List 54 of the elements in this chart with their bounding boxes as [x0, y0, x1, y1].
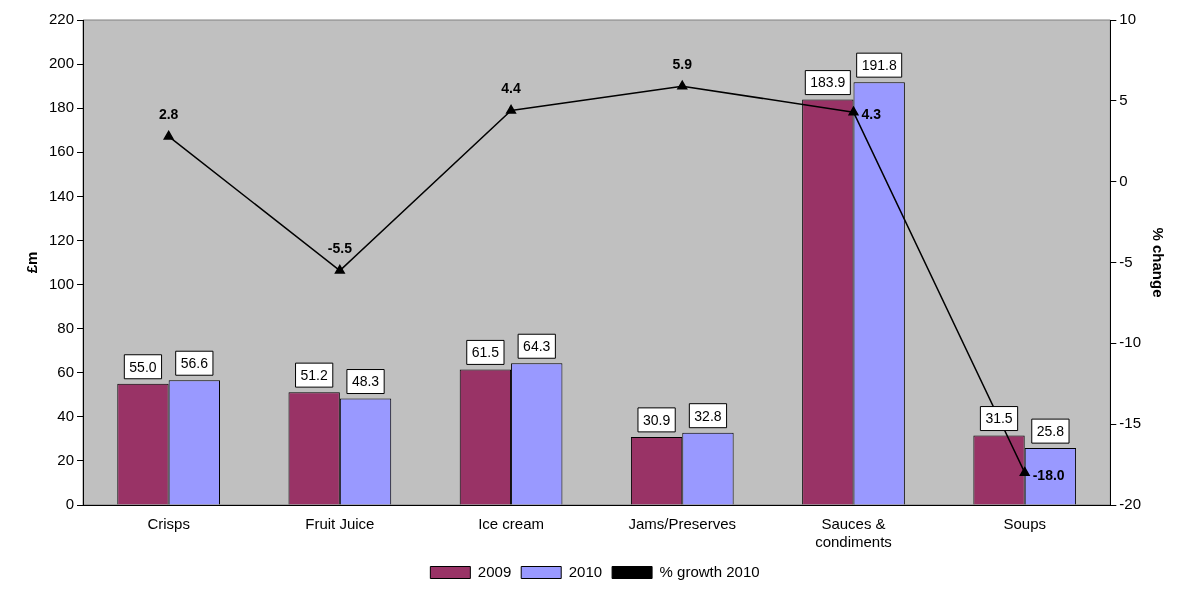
- data-label: 51.2: [300, 366, 328, 383]
- point: [163, 130, 174, 140]
- y-tick-label: 220: [49, 10, 75, 28]
- data-label: 56.6: [180, 355, 209, 372]
- data-label: 183.9: [810, 74, 846, 91]
- y2-tick-label: -10: [1119, 333, 1142, 351]
- y-tick-label: 120: [49, 230, 75, 248]
- y2-tick-label: 0: [1119, 171, 1128, 189]
- data-label: 31.5: [985, 410, 1013, 427]
- point: [848, 106, 859, 116]
- legend-label: % growth 2010: [659, 562, 760, 580]
- data-label: 2.8: [158, 106, 179, 123]
- y-tick-label: 60: [57, 362, 75, 380]
- x-tick-label: Ice cream: [478, 515, 544, 533]
- y-tick-label: 180: [49, 98, 75, 116]
- legend-label: 2009: [477, 562, 512, 580]
- point: [677, 80, 688, 90]
- y2-tick-label: -20: [1119, 495, 1142, 513]
- y-tick-label: 40: [57, 406, 75, 424]
- y2-tick-label: -5: [1119, 252, 1133, 270]
- x-tick-label: Jams/Preserves: [628, 515, 737, 533]
- y-tick-label: 140: [49, 186, 75, 204]
- point: [334, 264, 345, 274]
- data-label: 61.5: [471, 344, 500, 361]
- legend-label: 2010: [568, 562, 603, 580]
- y-tick-label: 160: [49, 142, 75, 160]
- data-label: 191.8: [861, 57, 897, 74]
- x-tick-label: Sauces & condiments: [815, 515, 892, 551]
- y-tick-label: 200: [49, 54, 75, 72]
- x-tick-label: Crisps: [147, 515, 190, 533]
- data-label: 55.0: [129, 358, 157, 375]
- y-tick-label: 80: [57, 318, 75, 336]
- data-label: 64.3: [523, 338, 551, 355]
- data-label: -18.0: [1032, 466, 1065, 483]
- y2-tick-label: -15: [1119, 414, 1142, 432]
- data-label: 4.4: [501, 80, 522, 97]
- data-label: 4.3: [861, 106, 882, 123]
- point: [505, 104, 517, 114]
- x-tick-label: Soups: [1003, 515, 1046, 533]
- point: [1019, 466, 1030, 476]
- y-tick-label: 100: [49, 274, 75, 292]
- y-tick-label: 0: [65, 495, 75, 513]
- data-label: 48.3: [351, 373, 380, 390]
- data-label: 5.9: [672, 56, 693, 73]
- data-label: 30.9: [642, 411, 671, 428]
- data-label: 25.8: [1036, 422, 1065, 439]
- y2-axis-title: % change: [1149, 227, 1167, 298]
- y-tick-label: 20: [57, 451, 75, 469]
- x-tick-label: Fruit Juice: [305, 515, 375, 533]
- y2-tick-label: 10: [1119, 10, 1137, 28]
- y2-tick-label: 5: [1119, 90, 1128, 108]
- data-label: 32.8: [694, 407, 722, 424]
- data-label: -5.5: [327, 240, 353, 257]
- y-axis-title: £m: [23, 251, 41, 274]
